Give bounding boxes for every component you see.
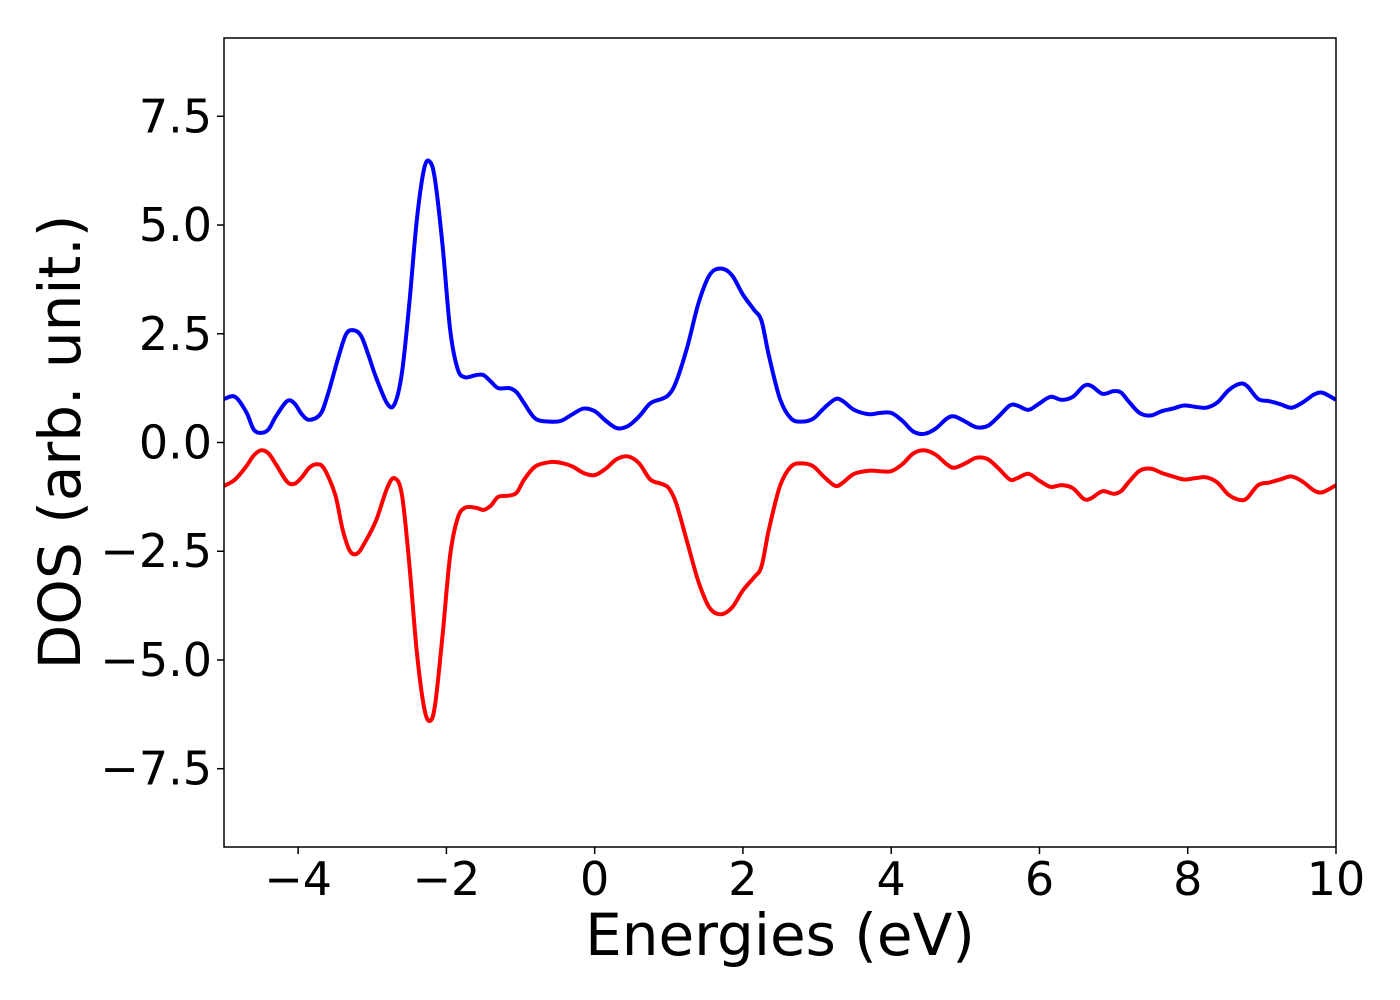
y-tick-label: 0.0: [139, 416, 212, 470]
x-tick-label: −4: [264, 852, 332, 906]
x-tick-label: 10: [1307, 852, 1366, 906]
plot-frame: [223, 37, 1337, 848]
y-axis-title: DOS (arb. unit.): [26, 215, 94, 670]
y-tick-label: 5.0: [139, 198, 212, 252]
series-line-1: [224, 448, 1336, 723]
x-tick-label: 6: [1025, 852, 1054, 906]
y-tick-label: −2.5: [100, 524, 212, 578]
series-layer: [224, 158, 1336, 723]
x-tick-label: 2: [728, 852, 757, 906]
x-axis: −4 −2 0 2 4 6 8 10: [264, 847, 1365, 906]
y-tick-label: 7.5: [139, 89, 212, 143]
y-tick-label: −5.0: [100, 633, 212, 687]
x-tick-label: 8: [1173, 852, 1202, 906]
y-axis: 7.5 5.0 2.5 0.0 −2.5 −5.0 −7.5: [100, 89, 224, 796]
y-tick-label: 2.5: [139, 307, 212, 361]
x-tick-label: 0: [580, 852, 609, 906]
y-tick-label: −7.5: [100, 742, 212, 796]
x-axis-title: Energies (eV): [585, 901, 975, 969]
x-tick-label: 4: [877, 852, 906, 906]
x-tick-label: −2: [412, 852, 480, 906]
series-line-0: [224, 158, 1336, 436]
